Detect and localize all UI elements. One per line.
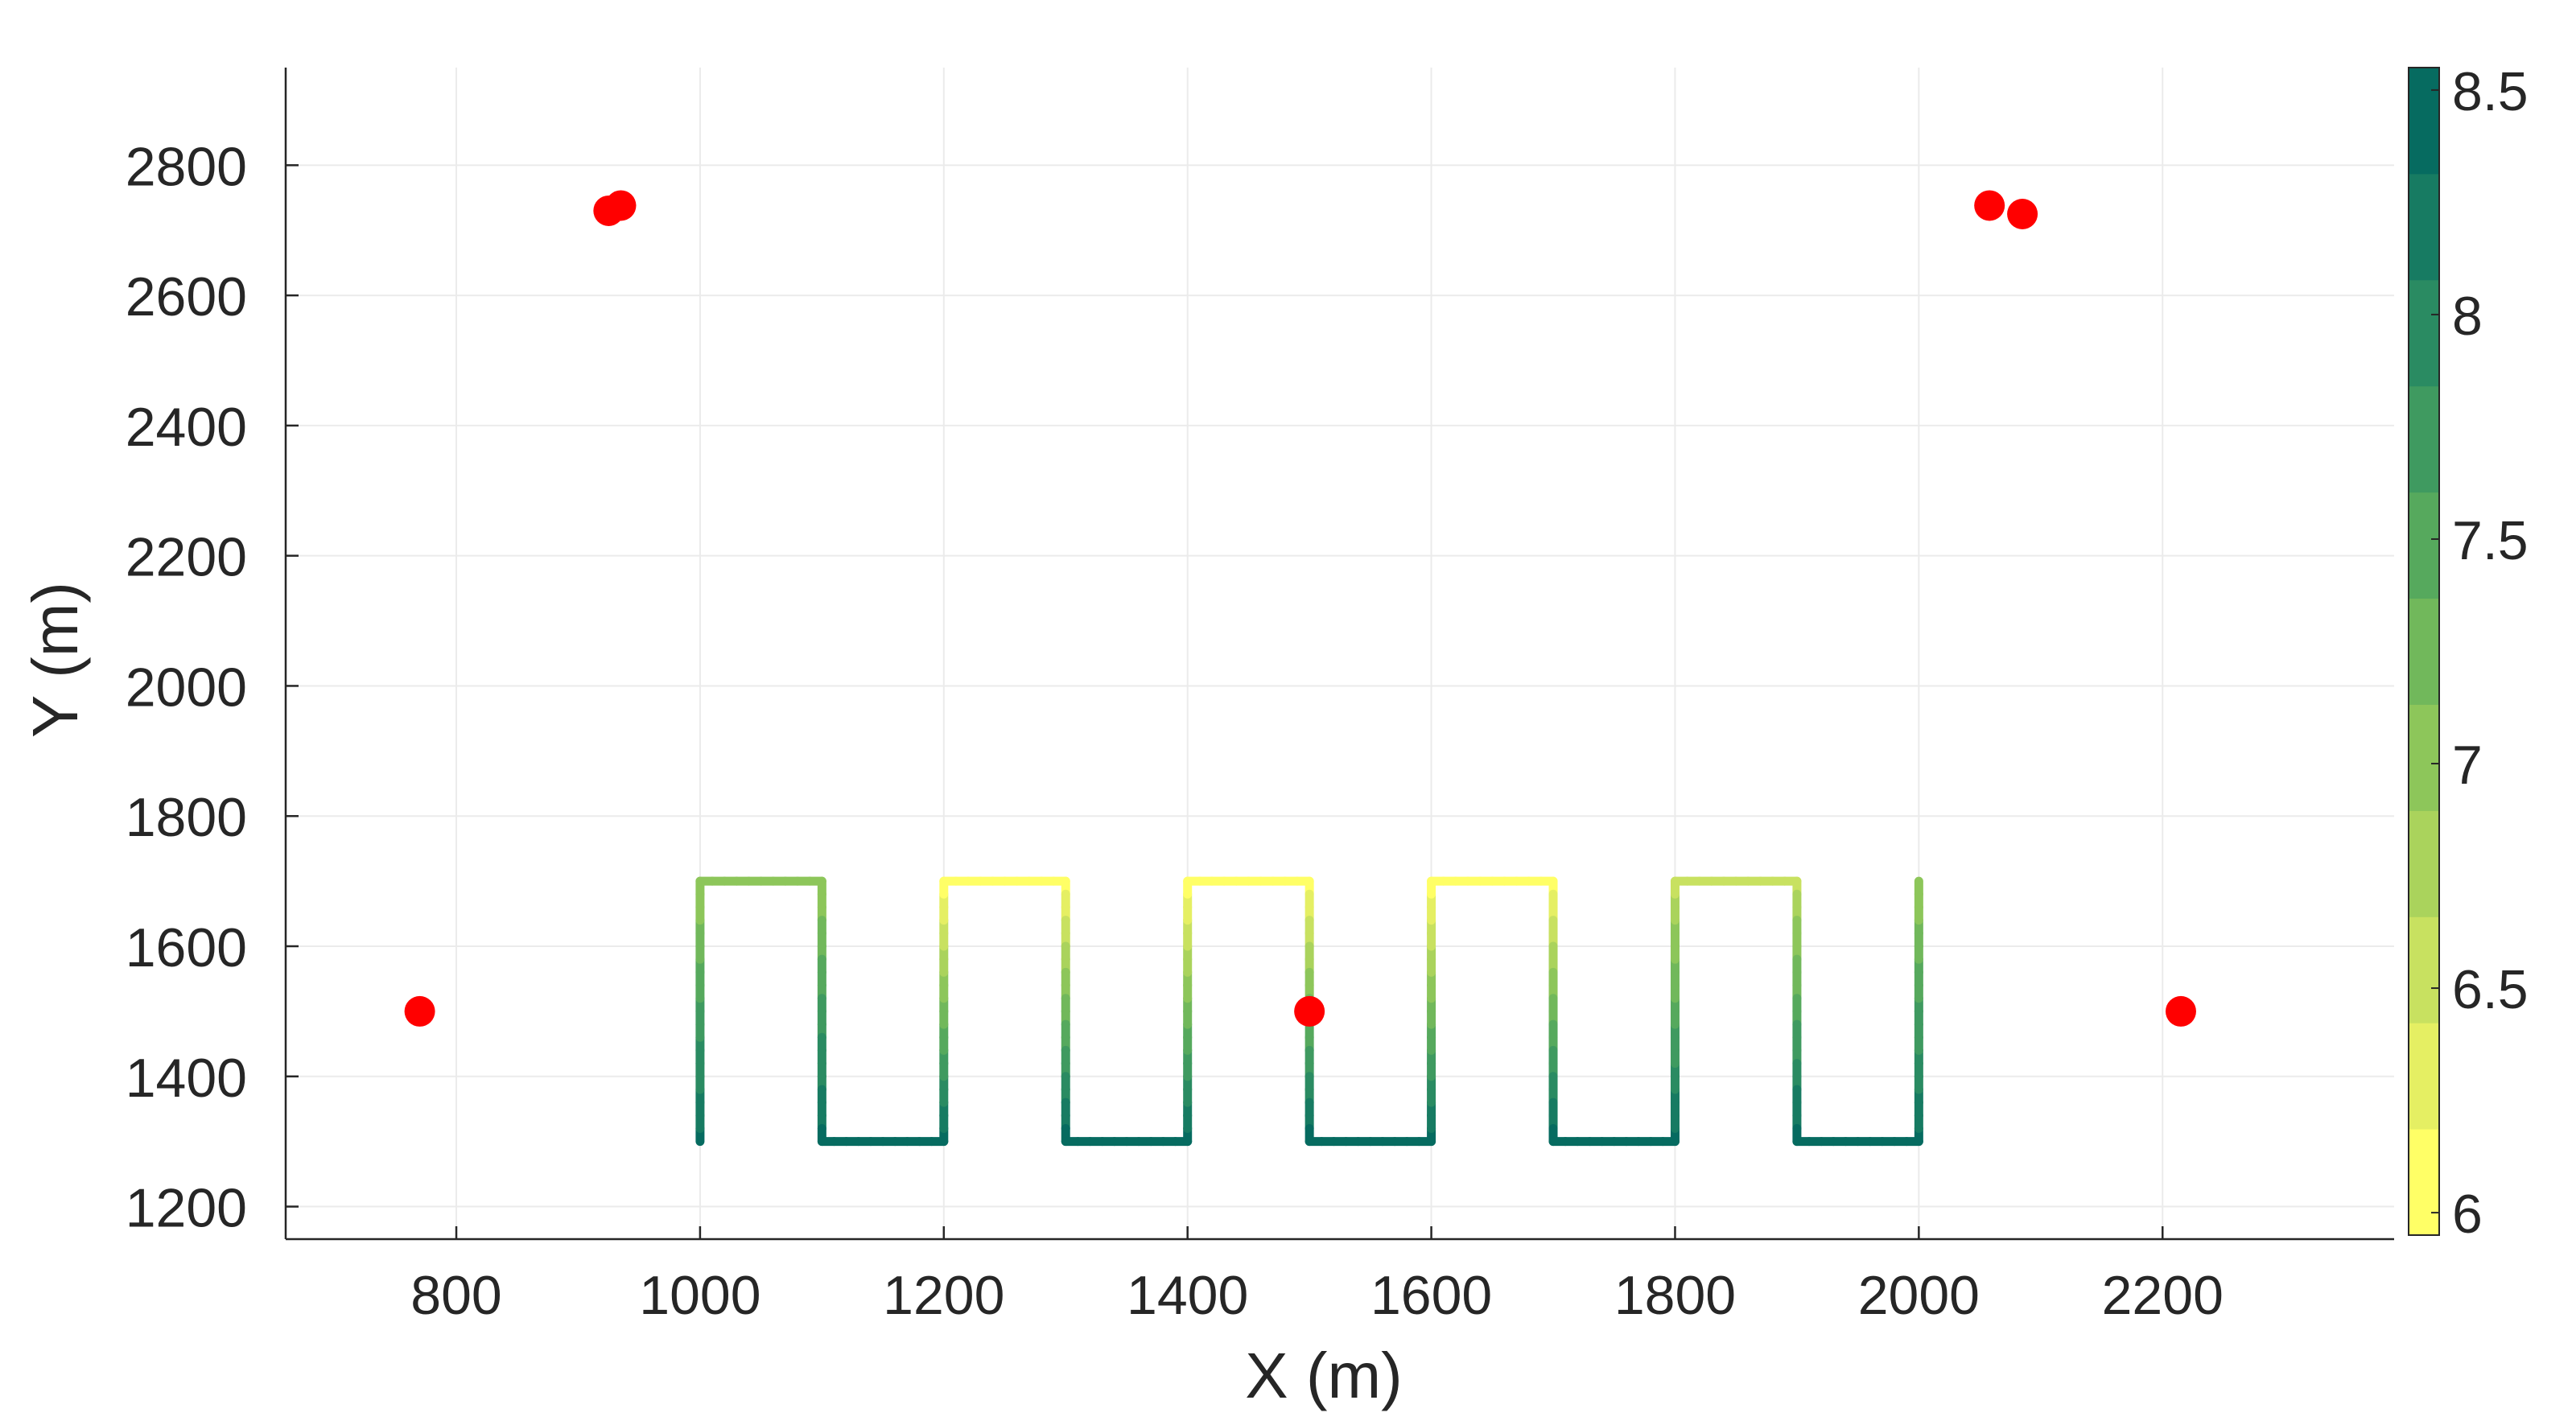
- red-markers: [404, 190, 2196, 1027]
- y-tick-label: 1400: [126, 1048, 247, 1109]
- y-tick-label: 2600: [126, 266, 247, 327]
- colorbar-bin: [2409, 598, 2439, 705]
- colorbar-tick-label: 8.5: [2452, 61, 2529, 122]
- grid-lines: [286, 68, 2394, 1239]
- colorbar-bin: [2409, 704, 2439, 811]
- x-axis-label: X (m): [1245, 1340, 1403, 1411]
- y-tick-label: 2400: [126, 397, 247, 458]
- red-marker-point: [2007, 199, 2038, 229]
- red-marker-point: [2165, 995, 2196, 1027]
- axes: 800 1000 1200 1400 1600 1800 2000 2200 1200 1400 1…: [126, 68, 2394, 1326]
- x-tick-label: 2000: [1858, 1265, 1980, 1326]
- colorbar-frame: [2408, 67, 2440, 1236]
- y-tick-label: 2800: [126, 136, 247, 197]
- colorbar-bin: [2409, 916, 2439, 1023]
- colorbar-tick-label: 6: [2452, 1184, 2483, 1245]
- colorbar-bin: [2409, 385, 2439, 493]
- plot-area: 800 1000 1200 1400 1600 1800 2000 2200 1200 1400 1…: [126, 68, 2394, 1326]
- x-tick-label: 1000: [639, 1265, 760, 1326]
- colorbar-bin: [2409, 1129, 2439, 1236]
- y-tick-label: 2200: [126, 527, 247, 588]
- x-tick-label: 800: [410, 1265, 501, 1326]
- red-marker-point: [404, 995, 435, 1027]
- red-marker-point: [1294, 995, 1325, 1027]
- colorbar-bin: [2409, 492, 2439, 599]
- y-tick-label: 1800: [126, 787, 247, 848]
- colorbar-bin: [2409, 279, 2439, 387]
- red-marker-point: [605, 190, 637, 221]
- x-tick-label: 1800: [1614, 1265, 1736, 1326]
- x-tick-label: 1600: [1370, 1265, 1492, 1326]
- red-marker-point: [1974, 190, 2005, 221]
- colorbar: 6 6.5 7 7.5 8 8.5: [2408, 61, 2529, 1245]
- y-tick-label: 2000: [126, 657, 247, 718]
- x-tick-label: 1200: [883, 1265, 1004, 1326]
- x-tick-label: 1400: [1127, 1265, 1248, 1326]
- y-axis-label: Y (m): [19, 582, 91, 738]
- y-tick-label: 1600: [126, 917, 247, 978]
- colorbar-bin: [2409, 173, 2439, 281]
- colorbar-tick-label: 7: [2452, 735, 2483, 796]
- colorbar-tick-label: 6.5: [2452, 959, 2529, 1020]
- colorbar-tick-label: 7.5: [2452, 510, 2529, 571]
- x-tick-label: 2200: [2102, 1265, 2224, 1326]
- colorbar-bin: [2409, 68, 2439, 175]
- colorbar-bin: [2409, 810, 2439, 917]
- colorbar-tick-label: 8: [2452, 286, 2483, 347]
- y-tick-label: 1200: [126, 1178, 247, 1239]
- colorbar-bin: [2409, 1023, 2439, 1130]
